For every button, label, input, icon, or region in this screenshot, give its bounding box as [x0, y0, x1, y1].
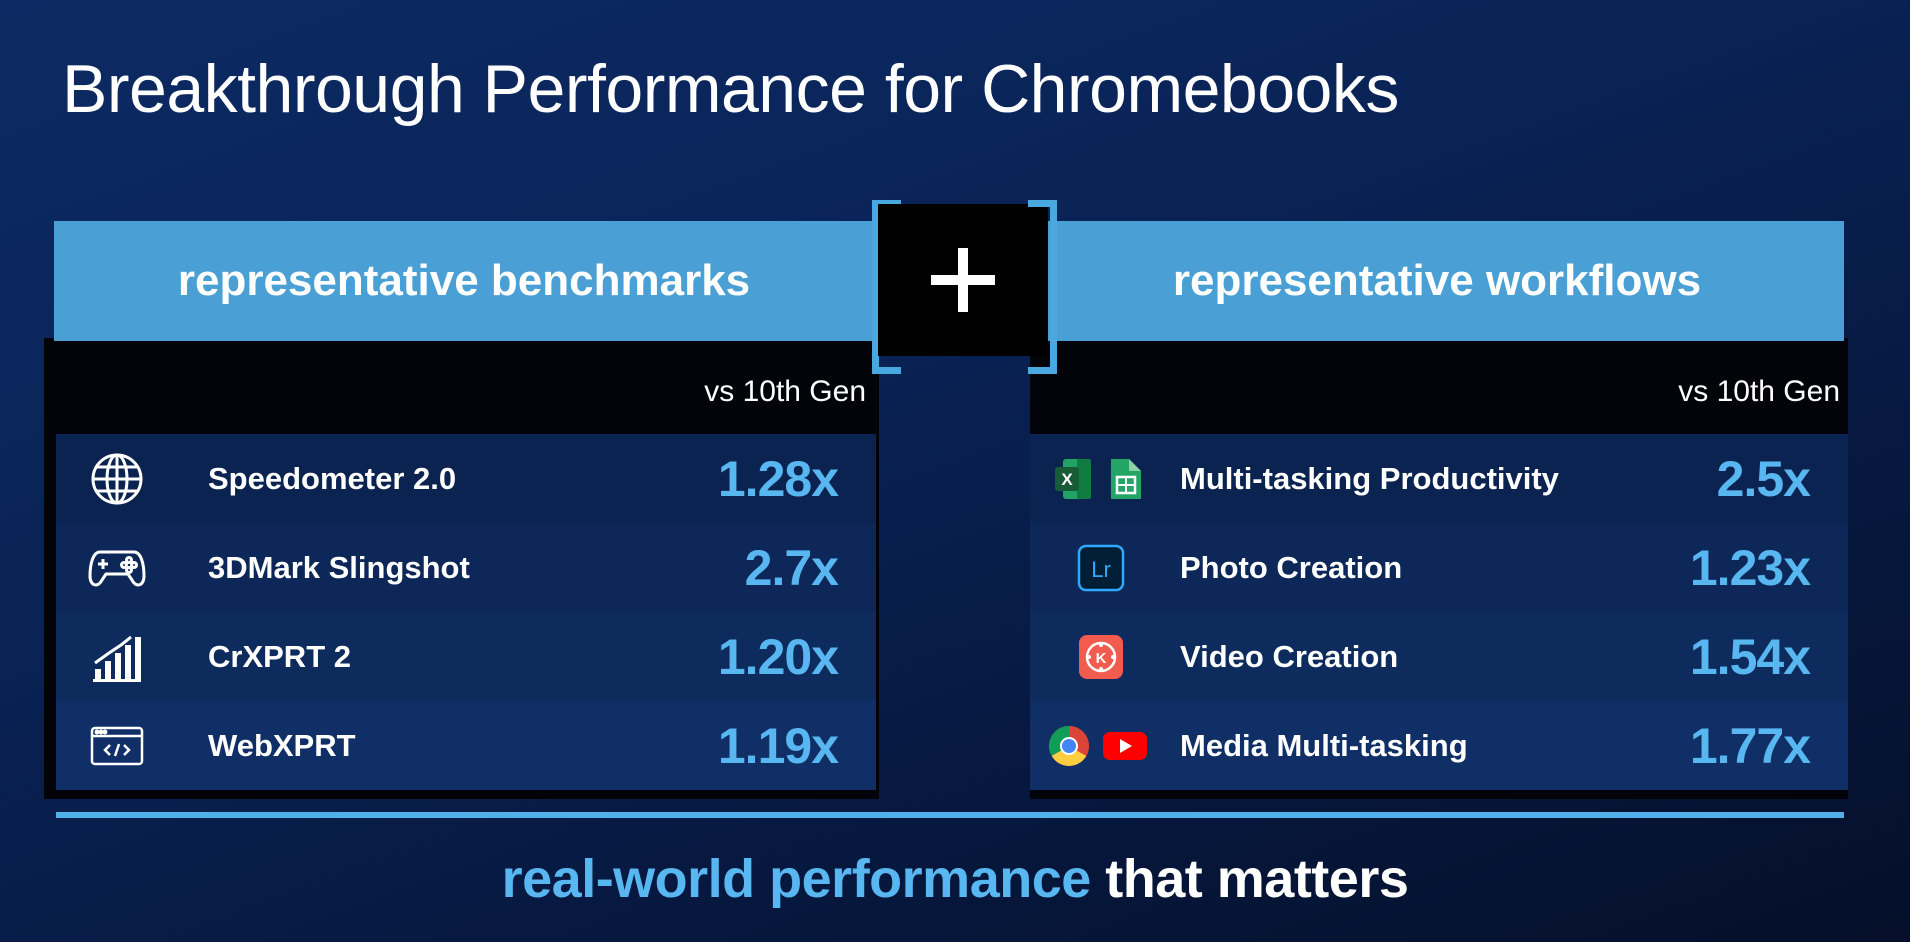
benchmark-name: CrXPRT 2 [208, 638, 351, 674]
tagline: real-world performance that matters [0, 848, 1910, 910]
table-row: Speedometer 2.0 1.28x [56, 434, 876, 523]
workflow-value: 1.23x [1689, 539, 1811, 596]
table-row: WebXPRT 1.19x [56, 701, 876, 790]
browser-code-icon [88, 717, 146, 775]
right-vs-label: vs 10th Gen [1678, 375, 1840, 408]
table-row: K Video Creation 1.54x [1030, 612, 1848, 701]
table-row: 3DMark Slingshot 2.7x [56, 523, 876, 612]
kinemaster-glyph: K [1096, 650, 1107, 667]
page-title: Breakthrough Performance for Chromebooks [62, 51, 1399, 127]
table-row: Lr Photo Creation 1.23x [1030, 523, 1848, 612]
workflows-header: representative workflows [1030, 221, 1844, 341]
workflow-name: Photo Creation [1180, 549, 1403, 585]
workflow-name: Media Multi-tasking [1180, 727, 1468, 763]
svg-text:X: X [1061, 470, 1073, 489]
table-row: Media Multi-tasking 1.77x [1030, 701, 1848, 790]
right-bracket [1028, 200, 1057, 374]
workflow-name: Video Creation [1180, 638, 1399, 674]
benchmark-value: 1.28x [717, 450, 839, 507]
benchmark-name: WebXPRT [208, 727, 356, 763]
benchmark-name: 3DMark Slingshot [208, 549, 470, 585]
workflow-value: 2.5x [1716, 450, 1811, 507]
lightroom-glyph: Lr [1091, 557, 1111, 582]
chrome-youtube-icons [1044, 717, 1154, 775]
gamepad-icon [88, 539, 146, 597]
table-row: X Multi-tasking Productivity 2.5x [1030, 434, 1848, 523]
benchmarks-table: Speedometer 2.0 1.28x 3DMark Slingshot 2… [56, 434, 876, 790]
workflow-value: 1.77x [1689, 717, 1811, 774]
workflows-table: X Multi-tasking Productivity 2.5x Lr Pho… [1030, 434, 1848, 790]
excel-sheets-icons: X [1044, 450, 1154, 508]
benchmark-value: 1.20x [717, 628, 839, 685]
benchmarks-header: representative benchmarks [54, 221, 874, 341]
divider-line [56, 812, 1844, 818]
benchmark-value: 2.7x [744, 539, 839, 596]
lightroom-icon: Lr [1044, 539, 1154, 597]
workflow-name: Multi-tasking Productivity [1180, 460, 1559, 496]
benchmark-name: Speedometer 2.0 [208, 460, 457, 496]
tagline-rest: that matters [1090, 849, 1409, 909]
kinemaster-icon: K [1044, 628, 1154, 686]
workflow-value: 1.54x [1689, 628, 1811, 685]
plus-icon [931, 248, 995, 312]
tagline-accent: real-world performance [501, 849, 1092, 909]
globe-icon [88, 450, 146, 508]
left-bracket [872, 200, 901, 374]
table-row: CrXPRT 2 1.20x [56, 612, 876, 701]
bar-chart-icon [88, 628, 146, 686]
left-vs-label: vs 10th Gen [704, 375, 866, 408]
benchmark-value: 1.19x [717, 717, 839, 774]
plus-box [878, 204, 1048, 356]
